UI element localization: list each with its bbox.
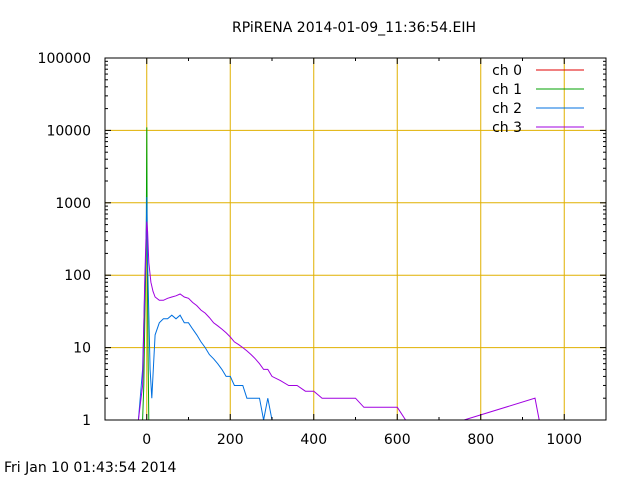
y-tick-label: 10 xyxy=(73,341,91,357)
legend-label: ch 3 xyxy=(492,120,522,136)
x-tick-label: 800 xyxy=(467,432,494,448)
y-tick-label: 10000 xyxy=(46,123,91,139)
x-tick-label: 0 xyxy=(142,432,151,448)
chart-title: RPiRENA 2014-01-09_11:36:54.EIH xyxy=(232,20,476,36)
x-tick-label: 1000 xyxy=(546,432,582,448)
ticks: 0 200 400 600 800 1000 1 10 100 1000 10000 100000 xyxy=(38,51,607,448)
grid xyxy=(105,58,606,420)
legend-label: ch 2 xyxy=(492,101,522,117)
y-tick-label: 100 xyxy=(64,268,91,284)
legend: ch 0 ch 1 ch 2 ch 3 xyxy=(492,63,584,136)
legend-label: ch 1 xyxy=(492,82,522,98)
series-line-2 xyxy=(137,197,298,421)
legend-label: ch 0 xyxy=(492,63,522,79)
series-line-3 xyxy=(137,221,540,421)
y-tick-label: 1000 xyxy=(55,196,91,212)
series-layer xyxy=(105,127,606,421)
footer-timestamp: Fri Jan 10 01:43:54 2014 xyxy=(4,460,176,476)
x-tick-label: 200 xyxy=(217,432,244,448)
x-tick-label: 400 xyxy=(300,432,327,448)
plot-frame xyxy=(104,57,607,421)
y-tick-label: 100000 xyxy=(38,51,91,67)
x-tick-label: 600 xyxy=(384,432,411,448)
y-tick-label: 1 xyxy=(82,413,91,429)
